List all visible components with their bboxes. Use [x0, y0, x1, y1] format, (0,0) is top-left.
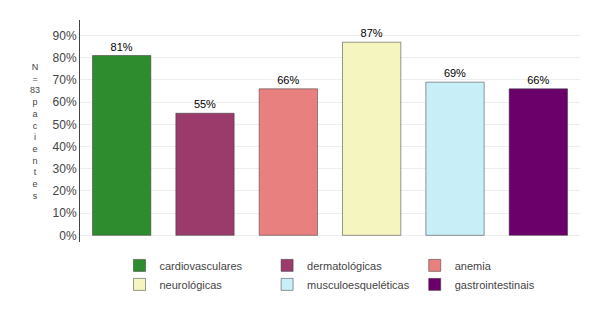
svg-text:30%: 30%	[53, 162, 77, 176]
svg-text:0%: 0%	[59, 229, 77, 243]
svg-text:40%: 40%	[53, 140, 77, 154]
svg-text:80%: 80%	[53, 51, 77, 65]
svg-text:cardiovasculares: cardiovasculares	[160, 260, 243, 272]
svg-text:neurológicas: neurológicas	[160, 279, 223, 291]
svg-text:87%: 87%	[361, 27, 383, 39]
svg-text:20%: 20%	[53, 184, 77, 198]
svg-text:90%: 90%	[53, 29, 77, 43]
svg-text:55%: 55%	[194, 98, 216, 110]
svg-text:69%: 69%	[444, 67, 466, 79]
svg-text:N=83pacientes: N=83pacientes	[30, 62, 40, 201]
svg-text:50%: 50%	[53, 118, 77, 132]
svg-text:dermatológicas: dermatológicas	[307, 260, 382, 272]
svg-text:gastrointestinais: gastrointestinais	[455, 279, 535, 291]
svg-text:10%: 10%	[53, 206, 77, 220]
svg-text:musculoesqueléticas: musculoesqueléticas	[307, 279, 410, 291]
svg-text:anemia: anemia	[455, 260, 492, 272]
svg-text:66%: 66%	[527, 74, 549, 86]
svg-text:81%: 81%	[111, 41, 133, 53]
svg-text:60%: 60%	[53, 95, 77, 109]
svg-text:70%: 70%	[53, 73, 77, 87]
svg-text:66%: 66%	[277, 74, 299, 86]
